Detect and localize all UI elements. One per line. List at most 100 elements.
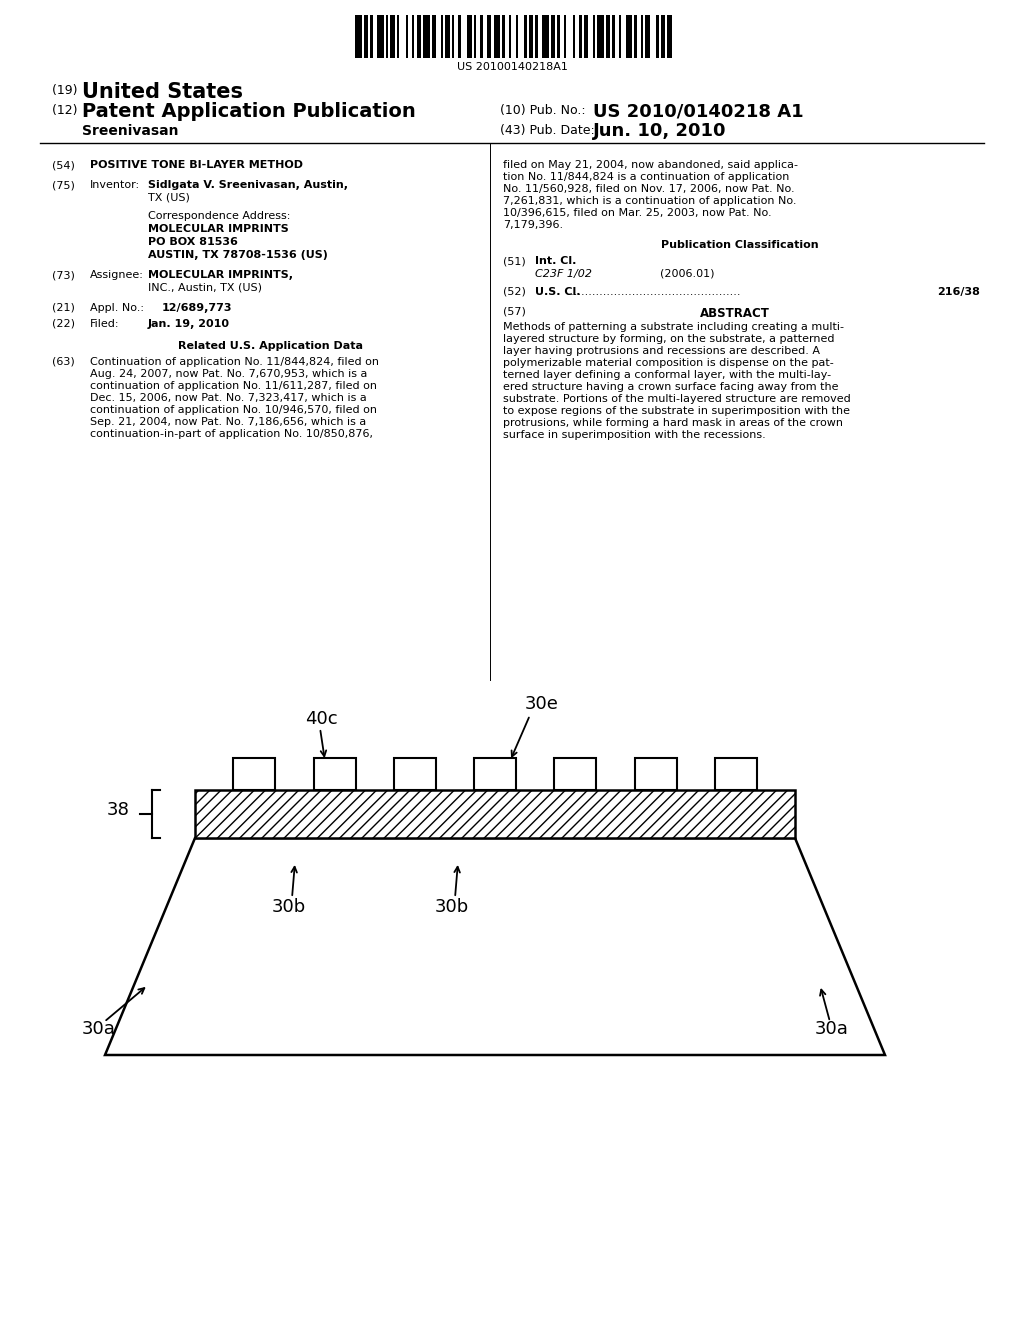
Text: U.S. Cl.: U.S. Cl. xyxy=(535,286,581,297)
Bar xyxy=(386,15,388,58)
Text: continuation-in-part of application No. 10/850,876,: continuation-in-part of application No. … xyxy=(90,429,373,440)
Text: 10/396,615, filed on Mar. 25, 2003, now Pat. No.: 10/396,615, filed on Mar. 25, 2003, now … xyxy=(503,209,772,218)
Text: terned layer defining a conformal layer, with the multi-lay-: terned layer defining a conformal layer,… xyxy=(503,370,831,380)
Text: (2006.01): (2006.01) xyxy=(660,269,715,279)
Text: Sep. 21, 2004, now Pat. No. 7,186,656, which is a: Sep. 21, 2004, now Pat. No. 7,186,656, w… xyxy=(90,417,367,426)
Text: continuation of application No. 10/946,570, filed on: continuation of application No. 10/946,5… xyxy=(90,405,377,414)
Text: Dec. 15, 2006, now Pat. No. 7,323,417, which is a: Dec. 15, 2006, now Pat. No. 7,323,417, w… xyxy=(90,393,367,403)
Text: surface in superimposition with the recessions.: surface in superimposition with the rece… xyxy=(503,430,766,440)
Bar xyxy=(503,15,505,58)
Bar xyxy=(564,15,566,58)
Text: Jun. 10, 2010: Jun. 10, 2010 xyxy=(593,121,726,140)
Text: 30a: 30a xyxy=(82,1020,116,1038)
Bar xyxy=(487,15,492,58)
Bar xyxy=(467,15,472,58)
Text: AUSTIN, TX 78708-1536 (US): AUSTIN, TX 78708-1536 (US) xyxy=(148,249,328,260)
Bar xyxy=(635,758,677,789)
Bar xyxy=(612,15,614,58)
Text: (54): (54) xyxy=(52,160,75,170)
Text: layer having protrusions and recessions are described. A: layer having protrusions and recessions … xyxy=(503,346,820,356)
Text: Continuation of application No. 11/844,824, filed on: Continuation of application No. 11/844,8… xyxy=(90,356,379,367)
Bar xyxy=(580,15,582,58)
Text: layered structure by forming, on the substrate, a patterned: layered structure by forming, on the sub… xyxy=(503,334,835,345)
Bar xyxy=(516,15,518,58)
Text: (21): (21) xyxy=(52,304,75,313)
Text: (43) Pub. Date:: (43) Pub. Date: xyxy=(500,124,595,137)
Bar xyxy=(406,15,408,58)
Bar xyxy=(377,15,384,58)
Text: to expose regions of the substrate in superimposition with the: to expose regions of the substrate in su… xyxy=(503,407,850,416)
Bar xyxy=(371,15,373,58)
Text: (51): (51) xyxy=(503,256,525,267)
Text: MOLECULAR IMPRINTS,: MOLECULAR IMPRINTS, xyxy=(148,271,293,280)
Text: 38: 38 xyxy=(108,801,130,818)
Bar xyxy=(660,15,666,58)
Text: Patent Application Publication: Patent Application Publication xyxy=(82,102,416,121)
Bar xyxy=(626,15,632,58)
Text: 7,261,831, which is a continuation of application No.: 7,261,831, which is a continuation of ap… xyxy=(503,195,797,206)
Text: Inventor:: Inventor: xyxy=(90,180,140,190)
Text: 30e: 30e xyxy=(525,696,559,713)
Bar xyxy=(452,15,454,58)
Bar xyxy=(572,15,575,58)
Text: Related U.S. Application Data: Related U.S. Application Data xyxy=(177,341,362,351)
Bar xyxy=(474,15,476,58)
Text: US 2010/0140218 A1: US 2010/0140218 A1 xyxy=(593,102,804,120)
Bar xyxy=(313,758,355,789)
Text: (19): (19) xyxy=(52,84,82,96)
Bar xyxy=(423,15,430,58)
Text: tion No. 11/844,824 is a continuation of application: tion No. 11/844,824 is a continuation of… xyxy=(503,172,790,182)
Text: ered structure having a crown surface facing away from the: ered structure having a crown surface fa… xyxy=(503,381,839,392)
Bar xyxy=(396,15,399,58)
Bar xyxy=(509,15,511,58)
Text: 30b: 30b xyxy=(272,898,306,916)
Bar xyxy=(195,789,795,838)
Bar xyxy=(554,758,596,789)
Text: filed on May 21, 2004, now abandoned, said applica-: filed on May 21, 2004, now abandoned, sa… xyxy=(503,160,798,170)
Text: (12): (12) xyxy=(52,104,82,117)
Text: Publication Classification: Publication Classification xyxy=(662,240,819,249)
Text: polymerizable material composition is dispense on the pat-: polymerizable material composition is di… xyxy=(503,358,834,368)
Text: Jan. 19, 2010: Jan. 19, 2010 xyxy=(148,319,230,329)
Bar xyxy=(584,15,588,58)
Text: substrate. Portions of the multi-layered structure are removed: substrate. Portions of the multi-layered… xyxy=(503,393,851,404)
Text: 216/38: 216/38 xyxy=(937,286,980,297)
Bar xyxy=(233,758,275,789)
Bar xyxy=(557,15,559,58)
Text: (57): (57) xyxy=(503,308,526,317)
Bar xyxy=(593,15,595,58)
Text: INC., Austin, TX (US): INC., Austin, TX (US) xyxy=(148,282,262,293)
Text: continuation of application No. 11/611,287, filed on: continuation of application No. 11/611,2… xyxy=(90,381,377,391)
Bar xyxy=(551,15,555,58)
Text: 12/689,773: 12/689,773 xyxy=(162,304,232,313)
Bar xyxy=(606,15,610,58)
Bar xyxy=(597,15,603,58)
Text: (63): (63) xyxy=(52,356,75,367)
Bar xyxy=(524,15,526,58)
Bar xyxy=(480,15,482,58)
Bar xyxy=(394,758,436,789)
Text: (10) Pub. No.:: (10) Pub. No.: xyxy=(500,104,586,117)
Text: (22): (22) xyxy=(52,319,75,329)
Text: Sreenivasan: Sreenivasan xyxy=(82,124,178,139)
Text: 30b: 30b xyxy=(435,898,469,916)
Text: 40c: 40c xyxy=(305,710,338,729)
Text: C23F 1/02: C23F 1/02 xyxy=(535,269,592,279)
Bar xyxy=(355,15,361,58)
Text: Int. Cl.: Int. Cl. xyxy=(535,256,577,267)
Bar xyxy=(618,15,622,58)
Text: Appl. No.:: Appl. No.: xyxy=(90,304,144,313)
Text: Assignee:: Assignee: xyxy=(90,271,144,280)
Bar xyxy=(364,15,369,58)
Bar xyxy=(417,15,421,58)
Text: Filed:: Filed: xyxy=(90,319,120,329)
Bar xyxy=(390,15,394,58)
Text: ABSTRACT: ABSTRACT xyxy=(700,308,770,319)
Text: United States: United States xyxy=(82,82,243,102)
Bar xyxy=(494,15,500,58)
Text: US 20100140218A1: US 20100140218A1 xyxy=(457,62,567,73)
Bar xyxy=(536,15,538,58)
Text: (52): (52) xyxy=(503,286,526,297)
Bar xyxy=(715,758,757,789)
Bar xyxy=(641,15,643,58)
